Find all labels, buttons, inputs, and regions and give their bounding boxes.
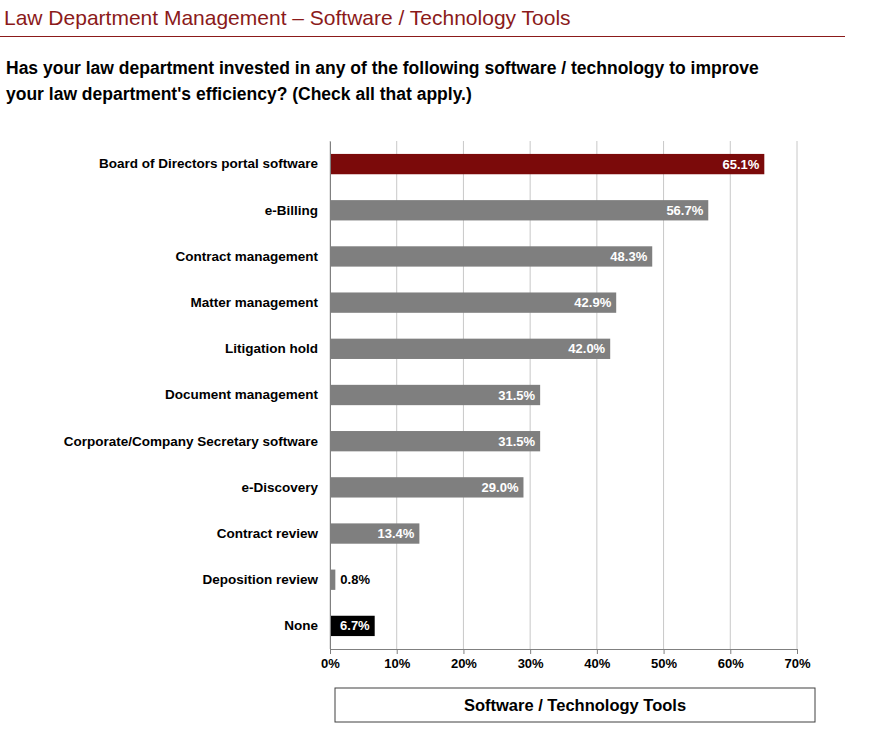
y-tick: Board of Directors portal software	[99, 156, 330, 171]
x-tick-mark	[664, 649, 665, 654]
y-axis: Board of Directors portal software e-Bill…	[64, 142, 331, 650]
y-tick-label: Corporate/Company Secretary software	[64, 434, 319, 449]
y-tick: Deposition review	[202, 572, 330, 587]
y-tick-label: Contract management	[175, 249, 318, 264]
y-tick-label: e-Billing	[265, 203, 318, 218]
grid	[330, 141, 797, 649]
x-tick-mark	[730, 649, 731, 654]
data-label: 48.3%	[610, 249, 647, 264]
x-tick-label: 60%	[718, 656, 744, 671]
x-tick-label: 40%	[584, 656, 610, 671]
y-tick: Matter management	[190, 295, 330, 310]
grid-line	[330, 141, 331, 649]
title-rule	[0, 36, 845, 37]
bar	[330, 385, 540, 405]
y-tick-label: Contract review	[217, 526, 319, 541]
x-tick-mark	[397, 649, 398, 654]
chart-svg: 0% 10% 20% 30% 40% 50% 60% 70% Board of Director…	[0, 0, 876, 734]
x-tick: 10%	[384, 649, 410, 671]
x-tick: 30%	[518, 649, 544, 671]
y-tick-label: e-Discovery	[241, 480, 318, 495]
x-tick: 0%	[321, 649, 340, 671]
data-label: 65.1%	[722, 157, 759, 172]
x-tick: 50%	[651, 649, 677, 671]
bar	[330, 200, 708, 220]
bar	[330, 477, 523, 497]
y-tick-label: None	[284, 618, 318, 633]
data-label: 13.4%	[378, 526, 415, 541]
x-tick-mark	[797, 649, 798, 654]
x-tick: 60%	[718, 649, 744, 671]
y-tick-label: Matter management	[190, 295, 318, 310]
chart-subtitle: Has your law department invested in any …	[6, 55, 796, 107]
chart-title: Law Department Management – Software / T…	[4, 6, 571, 30]
y-tick: e-Discovery	[241, 480, 330, 495]
x-axis-title-box: Software / Technology Tools	[335, 688, 815, 722]
y-tick: Corporate/Company Secretary software	[64, 434, 330, 449]
bar	[330, 154, 764, 174]
bars	[330, 154, 764, 636]
x-tick-mark	[597, 649, 598, 654]
data-label: 29.0%	[482, 480, 519, 495]
y-tick: e-Billing	[265, 203, 330, 218]
bar	[330, 616, 375, 636]
bar	[330, 431, 540, 451]
x-tick-mark	[463, 649, 464, 654]
data-label: 42.9%	[574, 295, 611, 310]
x-axis-title: Software / Technology Tools	[464, 696, 686, 714]
grid-line	[797, 141, 798, 649]
y-tick-label: Document management	[165, 387, 319, 402]
data-labels: 65.1% 56.7% 48.3% 42.9% 42.0% 31.5% 31.5% 29.0%…	[340, 157, 760, 634]
y-tick: Contract review	[217, 526, 330, 541]
x-tick-label: 0%	[321, 656, 340, 671]
data-label: 56.7%	[666, 203, 703, 218]
bar	[330, 339, 610, 359]
x-tick: 20%	[451, 649, 477, 671]
x-tick-label: 30%	[518, 656, 544, 671]
x-axis: 0% 10% 20% 30% 40% 50% 60% 70%	[321, 649, 811, 671]
x-tick-mark	[330, 649, 331, 654]
y-tick-label: Litigation hold	[225, 341, 318, 356]
x-tick-label: 20%	[451, 656, 477, 671]
bar	[330, 292, 616, 312]
y-tick-label: Deposition review	[202, 572, 318, 587]
data-label: 42.0%	[568, 341, 605, 356]
x-tick: 40%	[584, 649, 610, 671]
x-tick-label: 70%	[784, 656, 810, 671]
data-label: 31.5%	[498, 388, 535, 403]
y-tick: Litigation hold	[225, 341, 330, 356]
bar	[330, 246, 652, 266]
data-label: 31.5%	[498, 434, 535, 449]
data-label: 6.7%	[340, 618, 370, 633]
page: Law Department Management – Software / T…	[0, 0, 876, 734]
grid-line	[730, 141, 731, 649]
x-tick-label: 50%	[651, 656, 677, 671]
x-tick-label: 10%	[384, 656, 410, 671]
bar	[330, 523, 419, 543]
y-axis-line	[330, 142, 331, 650]
data-label: 0.8%	[340, 572, 370, 587]
y-tick: Contract management	[175, 249, 330, 264]
x-tick: 70%	[784, 649, 810, 671]
x-tick-mark	[530, 649, 531, 654]
y-tick: Document management	[165, 387, 330, 402]
x-axis-line	[331, 649, 798, 650]
y-tick: None	[284, 618, 330, 633]
y-tick-label: Board of Directors portal software	[99, 156, 319, 171]
x-axis-title-frame	[335, 688, 815, 722]
